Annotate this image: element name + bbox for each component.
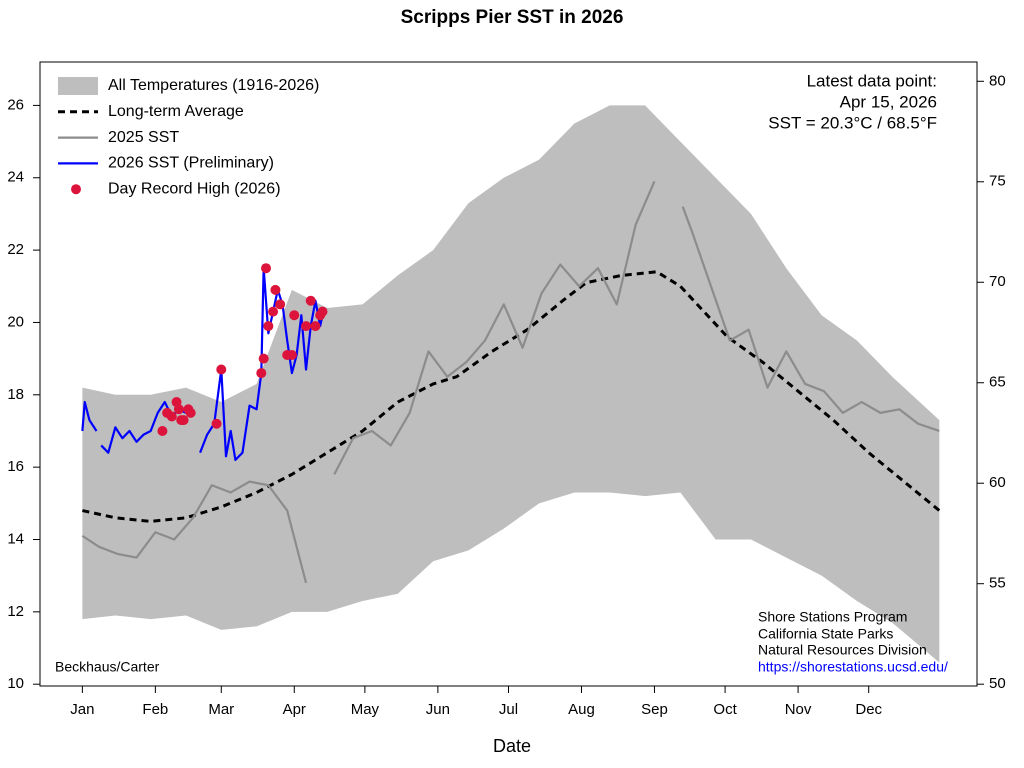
record-point (256, 368, 267, 379)
y2-tick-label: 60 (989, 474, 1006, 491)
record-point (166, 411, 177, 422)
y-tick-label: 14 (7, 530, 24, 547)
y2-tick-label: 70 (989, 273, 1006, 290)
source: Shore Stations Program (758, 609, 907, 625)
sst-line (333, 180, 656, 475)
y2-tick-label: 65 (989, 374, 1006, 391)
x-tick-label: May (351, 701, 380, 718)
x-tick-label: Feb (142, 701, 168, 718)
x-tick-label: Nov (785, 701, 812, 718)
y2-tick-label: 75 (989, 173, 1006, 190)
x-tick-label: Jan (70, 701, 94, 718)
record-point (211, 418, 222, 429)
record-point (305, 295, 316, 306)
annotation: SST = 20.3°C / 68.5°F (768, 113, 937, 132)
y2-tick-label: 50 (989, 675, 1006, 692)
x-tick-label: Aug (568, 701, 595, 718)
y-tick-label: 22 (7, 241, 24, 258)
record-point (178, 415, 189, 426)
record-point (173, 404, 184, 415)
sst-line (82, 270, 941, 523)
x-tick-label: Mar (208, 701, 234, 718)
legend-swatch (58, 77, 98, 95)
record-point (216, 364, 227, 375)
x-tick-label: Jun (426, 701, 450, 718)
record-point (263, 321, 274, 332)
legend-swatch (71, 184, 81, 195)
y-tick-label: 16 (7, 458, 24, 475)
record-point (275, 299, 286, 310)
record-point (268, 306, 279, 317)
y-tick-label: 24 (7, 169, 24, 186)
annotation: Latest data point: (807, 71, 937, 90)
y2-tick-label: 80 (989, 72, 1006, 89)
record-point (286, 350, 297, 361)
sst-line (681, 206, 940, 433)
legend-label: 2025 SST (108, 129, 179, 146)
x-tick-label: Dec (855, 701, 882, 718)
record-point (270, 284, 281, 295)
legend-label: Day Record High (2026) (108, 180, 281, 197)
record-point (301, 321, 312, 332)
temperature-band (82, 105, 940, 663)
sst-line (81, 400, 98, 432)
x-tick-label: Sep (641, 701, 668, 718)
plot-area (81, 105, 941, 663)
y-tick-label: 26 (7, 96, 24, 113)
source: Natural Resources Division (758, 642, 927, 658)
y-tick-label: 20 (7, 313, 24, 330)
record-point (185, 407, 196, 418)
record-point (157, 425, 168, 436)
y2-tick-label: 55 (989, 575, 1006, 592)
x-axis-label: Date (493, 736, 531, 756)
credit: Beckhaus/Carter (55, 659, 160, 675)
record-point (289, 310, 300, 321)
legend-label: Long-term Average (108, 103, 244, 120)
x-tick-label: Oct (713, 701, 737, 718)
sst-line (81, 480, 308, 584)
record-point (258, 353, 269, 364)
annotation: Apr 15, 2026 (840, 92, 937, 111)
record-point (317, 306, 328, 317)
y-tick-label: 18 (7, 386, 24, 403)
legend-label: 2026 SST (Preliminary) (108, 155, 274, 172)
chart-title: Scripps Pier SST in 2026 (401, 7, 624, 28)
y-tick-label: 12 (7, 603, 24, 620)
record-point (310, 321, 321, 332)
source-url[interactable]: https://shorestations.ucsd.edu/ (758, 659, 948, 675)
y-tick-label: 10 (7, 675, 24, 692)
x-tick-label: Jul (499, 701, 518, 718)
record-point (261, 263, 272, 274)
x-tick-label: Apr (283, 701, 306, 718)
source: California State Parks (758, 626, 893, 642)
legend-label: All Temperatures (1916-2026) (108, 77, 319, 94)
